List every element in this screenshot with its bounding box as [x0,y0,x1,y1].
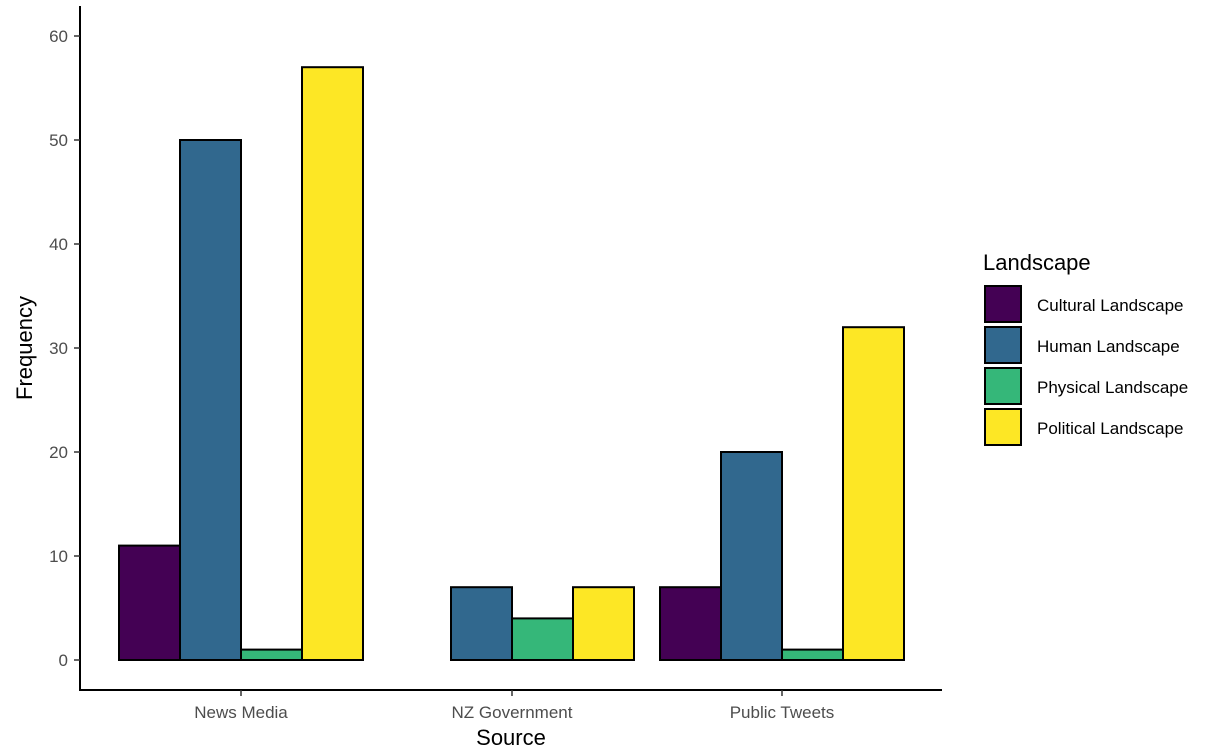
y-tick-label: 40 [49,235,68,254]
y-ticks: 0 10 20 30 40 50 60 [49,27,80,670]
bar-cultural-landscape-news-media [118,544,181,661]
bar-physical-landscape-nz-government [511,617,574,662]
legend-key-physical-landscape [984,367,1022,405]
bar-cultural-landscape-public-tweets [659,586,722,662]
y-tick-label: 0 [59,651,68,670]
bar-human-landscape-news-media [179,139,242,661]
bars-group [118,66,905,662]
bar-political-landscape-public-tweets [842,326,905,661]
bar-political-landscape-nz-government [572,586,635,662]
bar-physical-landscape-news-media [240,648,303,661]
bar-political-landscape-news-media [301,66,364,661]
legend-label: Physical Landscape [1037,378,1188,397]
y-tick-label: 30 [49,339,68,358]
legend-label: Human Landscape [1037,337,1180,356]
x-tick-label: Public Tweets [730,703,835,722]
y-tick-label: 60 [49,27,68,46]
legend-label: Cultural Landscape [1037,296,1183,315]
y-tick-label: 20 [49,443,68,462]
x-axis-title: Source [476,725,546,750]
bar-human-landscape-nz-government [450,586,513,662]
x-tick-label: News Media [194,703,288,722]
bar-physical-landscape-public-tweets [781,648,844,661]
x-tick-label: NZ Government [452,703,573,722]
y-tick-label: 50 [49,131,68,150]
legend-key-political-landscape [984,408,1022,446]
legend-title: Landscape [983,250,1091,275]
y-tick-label: 10 [49,547,68,566]
legend-key-human-landscape [984,326,1022,364]
x-ticks: News Media NZ Government Public Tweets [194,690,834,722]
bar-human-landscape-public-tweets [720,451,783,661]
legend-key-cultural-landscape [984,285,1022,323]
y-axis-title: Frequency [12,296,37,400]
legend-label: Political Landscape [1037,419,1183,438]
legend: Landscape Cultural Landscape Human Landsc… [983,250,1188,446]
